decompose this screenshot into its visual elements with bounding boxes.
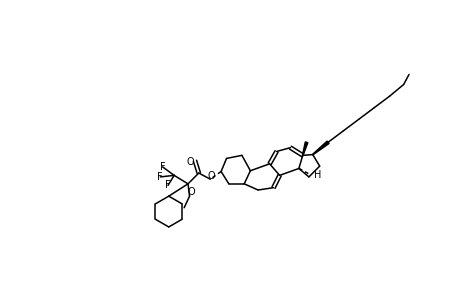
Text: O: O — [186, 157, 194, 166]
Text: F: F — [159, 162, 165, 172]
Text: F: F — [157, 172, 163, 182]
Text: H: H — [313, 169, 321, 180]
Polygon shape — [312, 141, 328, 155]
Text: O: O — [187, 187, 195, 197]
Text: F: F — [165, 180, 170, 190]
Polygon shape — [302, 142, 307, 155]
Text: O: O — [207, 171, 214, 181]
